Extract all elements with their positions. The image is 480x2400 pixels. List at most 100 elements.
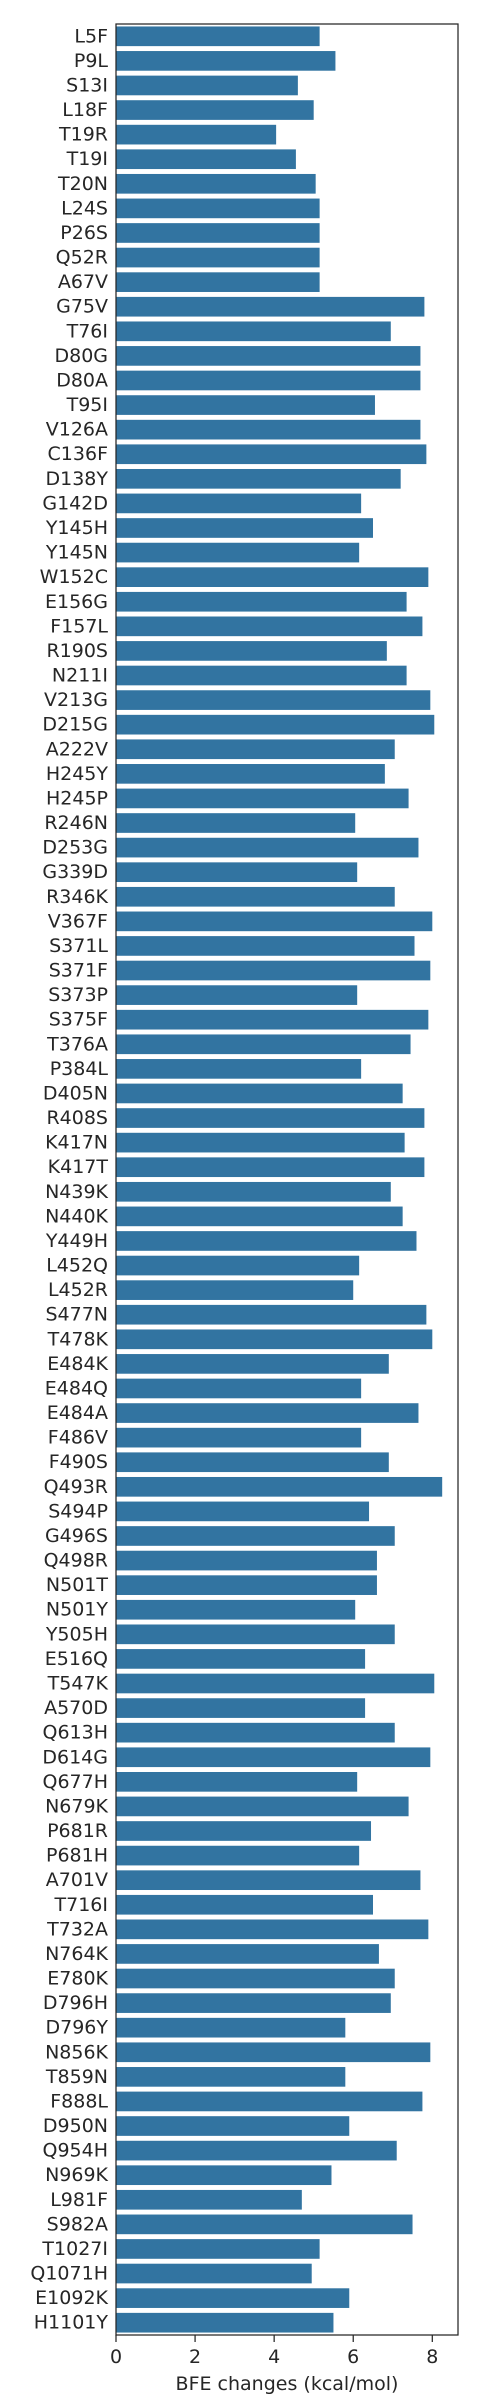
bar-c136f — [116, 444, 427, 465]
bar-n501y — [116, 1599, 356, 1620]
category-label-v367f: V367F — [48, 910, 108, 932]
bar-p681r — [116, 1821, 372, 1841]
category-label-n764k: N764K — [45, 1943, 108, 1965]
category-label-d215g: D215G — [42, 714, 108, 736]
bar-h245p — [116, 788, 409, 809]
category-label-s371l: S371L — [49, 935, 108, 957]
category-label-s371f: S371F — [49, 960, 108, 982]
x-axis-ticks: 0 2 4 6 8 — [110, 2335, 438, 2368]
category-label-d253g: D253G — [42, 837, 108, 859]
category-label-q498r: Q498R — [44, 1550, 108, 1572]
category-label-t76i: T76I — [66, 320, 108, 342]
category-label-g339d: G339D — [42, 861, 108, 883]
category-label-n856k: N856K — [45, 2041, 108, 2063]
bar-g496s — [116, 1526, 395, 1546]
bar-k417t — [116, 1157, 425, 1178]
category-label-e484a: E484A — [47, 1402, 108, 1424]
bar-s375f — [116, 1009, 429, 1030]
category-label-a67v: A67V — [58, 271, 108, 293]
bar-q677h — [116, 1772, 358, 1792]
category-label-n969k: N969K — [45, 2164, 108, 2186]
category-label-e156g: E156G — [45, 591, 108, 613]
bar-a570d — [116, 1698, 366, 1718]
x-tick-label-6: 6 — [347, 2346, 359, 2368]
category-label-a701v: A701V — [46, 1869, 108, 1891]
category-label-t19r: T19R — [58, 124, 108, 146]
x-tick-label-0: 0 — [110, 2346, 122, 2368]
category-label-h245p: H245P — [46, 787, 108, 809]
bar-q1071h — [116, 2263, 312, 2284]
category-label-y145h: Y145H — [45, 517, 108, 539]
category-label-t19i: T19I — [66, 148, 108, 170]
category-label-p9l: P9L — [74, 50, 109, 72]
bar-d80g — [116, 346, 421, 366]
category-label-q52r: Q52R — [56, 247, 108, 269]
bar-w152c — [116, 567, 429, 587]
category-label-a222v: A222V — [46, 738, 108, 760]
category-label-e780k: E780K — [47, 1968, 108, 1990]
bar-g142d — [116, 493, 362, 514]
bar-t95i — [116, 395, 375, 415]
category-label-t20n: T20N — [57, 173, 108, 195]
category-label-d796h: D796H — [43, 1992, 108, 2014]
category-label-f157l: F157L — [50, 615, 108, 637]
category-label-l452q: L452Q — [46, 1255, 108, 1277]
category-label-r408s: R408S — [46, 1107, 108, 1129]
category-label-n211i: N211I — [52, 665, 108, 687]
bar-a222v — [116, 739, 395, 760]
category-label-d80g: D80G — [54, 345, 108, 367]
category-label-y505h: Y505H — [45, 1623, 108, 1645]
bar-d253g — [116, 837, 419, 858]
bar-k417n — [116, 1132, 405, 1153]
category-label-y449h: Y449H — [45, 1230, 108, 1252]
category-label-q613h: Q613H — [42, 1722, 108, 1744]
category-label-q677h: Q677H — [42, 1771, 108, 1793]
bar-p384l — [116, 1059, 362, 1079]
category-label-r190s: R190S — [46, 640, 108, 662]
x-tick-label-2: 2 — [189, 2346, 201, 2368]
bar-s373p — [116, 985, 358, 1005]
bar-d950n — [116, 2116, 350, 2136]
category-label-c136f: C136F — [48, 443, 108, 465]
category-label-t376a: T376A — [46, 1033, 108, 1055]
bar-r246n — [116, 813, 356, 833]
x-axis-title: BFE changes (kcal/mol) — [176, 2373, 399, 2395]
bar-n856k — [116, 2042, 431, 2063]
category-label-f490s: F490S — [49, 1451, 108, 1473]
bar-l452q — [116, 1255, 360, 1276]
category-label-d80a: D80A — [56, 369, 108, 391]
category-label-r246n: R246N — [44, 812, 108, 834]
category-label-g496s: G496S — [45, 1525, 108, 1547]
bar-s477n — [116, 1304, 427, 1325]
bar-n501t — [116, 1575, 377, 1595]
bar-v213g — [116, 690, 431, 710]
bar-l5f — [116, 26, 320, 47]
category-label-n439k: N439K — [45, 1181, 108, 1203]
category-label-l18f: L18F — [62, 99, 108, 121]
bar-e484q — [116, 1378, 362, 1399]
category-label-p681r: P681R — [47, 1820, 108, 1842]
category-label-q1071h: Q1071H — [30, 2263, 108, 2285]
category-label-r346k: R346K — [46, 886, 108, 908]
category-label-l5f: L5F — [74, 25, 108, 47]
category-label-w152c: W152C — [40, 566, 108, 588]
bar-f888l — [116, 2091, 423, 2112]
bar-g339d — [116, 862, 358, 883]
bar-f486v — [116, 1427, 362, 1448]
category-label-t716i: T716I — [54, 1894, 108, 1916]
bar-s982a — [116, 2214, 413, 2235]
bar-t547k — [116, 1673, 435, 1694]
bar-d796h — [116, 1993, 391, 2013]
category-label-l981f: L981F — [50, 2189, 108, 2211]
bar-s371l — [116, 936, 415, 956]
bar-h1101y — [116, 2312, 334, 2333]
bars-group — [116, 26, 443, 2333]
category-label-s375f: S375F — [49, 1009, 108, 1031]
bar-t19i — [116, 149, 296, 170]
bar-p681h — [116, 1845, 360, 1866]
category-label-s494p: S494P — [48, 1500, 108, 1522]
bar-r190s — [116, 641, 387, 661]
bar-n679k — [116, 1796, 409, 1817]
bar-q613h — [116, 1722, 395, 1743]
